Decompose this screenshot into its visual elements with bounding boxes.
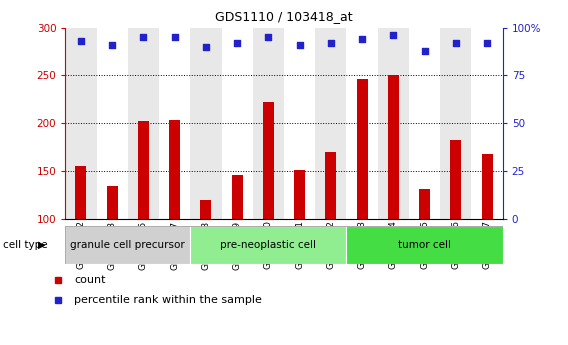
Point	[389, 32, 398, 38]
Bar	[107, 186, 118, 219]
Text: GDS1110 / 103418_at: GDS1110 / 103418_at	[215, 10, 353, 23]
Bar	[471, 28, 503, 219]
Bar	[346, 226, 503, 264]
Point	[233, 40, 242, 46]
Point	[170, 34, 179, 40]
Bar	[222, 28, 253, 219]
Point	[76, 38, 86, 44]
Bar	[253, 28, 284, 219]
Bar	[378, 28, 409, 219]
Bar	[201, 200, 211, 219]
Point	[139, 34, 148, 40]
Bar	[76, 166, 86, 219]
Point	[420, 48, 429, 53]
Bar	[97, 28, 128, 219]
Bar	[409, 28, 440, 219]
Bar	[315, 28, 346, 219]
Bar	[65, 28, 97, 219]
Point	[483, 40, 492, 46]
Bar	[169, 120, 180, 219]
Bar	[128, 28, 159, 219]
Text: pre-neoplastic cell: pre-neoplastic cell	[220, 240, 316, 250]
Bar	[232, 175, 243, 219]
Bar	[346, 28, 378, 219]
Bar	[440, 28, 471, 219]
Text: count: count	[74, 275, 106, 285]
Point	[326, 40, 335, 46]
Text: cell type: cell type	[3, 240, 48, 250]
Bar	[190, 226, 346, 264]
Point	[451, 40, 460, 46]
Bar	[263, 102, 274, 219]
Bar	[325, 152, 336, 219]
Bar	[482, 154, 492, 219]
Bar	[65, 226, 190, 264]
Text: granule cell precursor: granule cell precursor	[70, 240, 185, 250]
Bar	[159, 28, 190, 219]
Bar	[294, 170, 305, 219]
Point	[358, 36, 367, 42]
Bar	[357, 79, 367, 219]
Bar	[450, 140, 461, 219]
Point	[108, 42, 117, 48]
Bar	[138, 121, 149, 219]
Point	[202, 44, 211, 49]
Bar	[190, 28, 222, 219]
Point	[264, 34, 273, 40]
Bar	[419, 189, 430, 219]
Text: tumor cell: tumor cell	[398, 240, 451, 250]
Point	[295, 42, 304, 48]
Bar	[388, 75, 399, 219]
Text: ▶: ▶	[37, 240, 45, 250]
Text: percentile rank within the sample: percentile rank within the sample	[74, 295, 262, 305]
Bar	[284, 28, 315, 219]
